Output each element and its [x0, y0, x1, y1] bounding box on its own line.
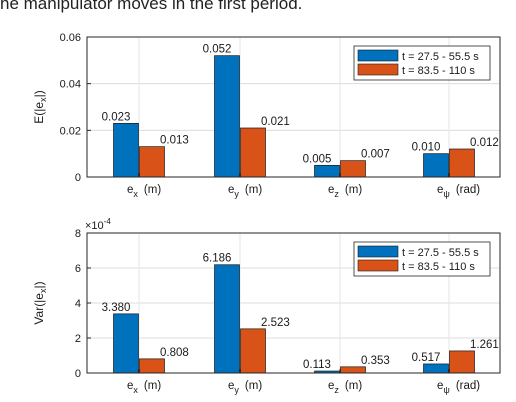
- data-label: 3.380: [102, 302, 131, 314]
- y-tick-label: 0.02: [60, 125, 81, 137]
- y-tick-label: 0.04: [60, 79, 81, 91]
- x-tick-label: ez (m): [328, 380, 362, 395]
- y-exponent-label: ×10-4: [85, 217, 111, 232]
- y-tick-label: 0: [75, 368, 81, 380]
- data-label: 0.005: [303, 153, 332, 165]
- y-tick-label: 8: [75, 228, 81, 240]
- data-label: 0.010: [412, 142, 441, 154]
- bar-2: [340, 366, 366, 374]
- y-tick-label: 4: [75, 298, 81, 310]
- chart-panel-1: 0 0.02 0.04 0.06 0.023 0.052 0.005 0.010 0.013 0.…: [32, 32, 501, 199]
- bar-2: [449, 350, 475, 374]
- data-label: 0.013: [160, 135, 189, 147]
- legend-swatch-1: [357, 49, 399, 62]
- data-label: 0.021: [261, 116, 290, 128]
- legend-swatch-2: [357, 259, 399, 272]
- legend-swatch-1: [357, 245, 399, 258]
- bar-1: [113, 313, 139, 374]
- legend-label-1: t = 27.5 - 55.5 s: [402, 247, 479, 259]
- x-tick-label: eψ (rad): [437, 184, 480, 199]
- legend-label-2: t = 83.5 - 110 s: [402, 65, 475, 77]
- legend-swatch-2: [357, 63, 399, 76]
- axes-box: [86, 232, 501, 374]
- y-tick-label: 0.06: [60, 32, 81, 44]
- bar-2: [340, 160, 366, 178]
- bar-1: [113, 122, 139, 178]
- bar-1: [214, 264, 240, 374]
- y-axis-label: Var(|ex|): [32, 281, 48, 324]
- bar-2: [449, 148, 475, 178]
- x-tick-label: ey (m): [228, 184, 262, 199]
- x-tick-label: ey (m): [228, 380, 262, 395]
- y-axis-label: E(|ex|): [32, 90, 48, 123]
- legend: t = 27.5 - 55.5 s t = 83.5 - 110 s: [353, 241, 491, 277]
- figure-caption-fragment: he manipulator moves in the first period…: [0, 0, 303, 13]
- data-label: 6.186: [203, 253, 232, 265]
- y-tick-label: 0: [75, 172, 81, 184]
- bar-2: [240, 328, 266, 374]
- x-tick-label: ex (m): [127, 184, 161, 199]
- legend-label-2: t = 83.5 - 110 s: [402, 261, 475, 273]
- chart-panel-2: 0 2 4 6 8 3.380 6.186 0.113 0.517 0.808 2.523 0.353…: [32, 217, 501, 395]
- data-label: 0.353: [361, 355, 390, 367]
- data-label: 2.523: [261, 317, 290, 329]
- axes-box: [86, 36, 501, 178]
- x-tick-label: ex (m): [127, 380, 161, 395]
- bar-1: [423, 363, 449, 374]
- bar-1: [214, 55, 240, 178]
- data-label: 1.261: [470, 339, 499, 351]
- bar-2: [240, 127, 266, 178]
- bar-1: [423, 153, 449, 178]
- legend: t = 27.5 - 55.5 s t = 83.5 - 110 s: [353, 45, 491, 81]
- x-tick-label: ez (m): [328, 184, 362, 199]
- y-tick-label: 2: [75, 333, 81, 345]
- data-label: 0.113: [303, 359, 331, 371]
- y-tick-label: 6: [75, 263, 81, 275]
- data-label: 0.023: [102, 111, 131, 123]
- data-label: 0.007: [361, 149, 390, 161]
- legend-label-1: t = 27.5 - 55.5 s: [402, 51, 479, 63]
- x-tick-label: eψ (rad): [437, 380, 480, 395]
- data-label: 0.808: [160, 347, 189, 359]
- bar-2: [139, 146, 165, 178]
- data-label: 0.052: [203, 44, 232, 56]
- bar-2: [139, 358, 165, 374]
- data-label: 0.517: [412, 352, 441, 364]
- bar-1: [314, 164, 340, 178]
- data-label: 0.012: [470, 137, 499, 149]
